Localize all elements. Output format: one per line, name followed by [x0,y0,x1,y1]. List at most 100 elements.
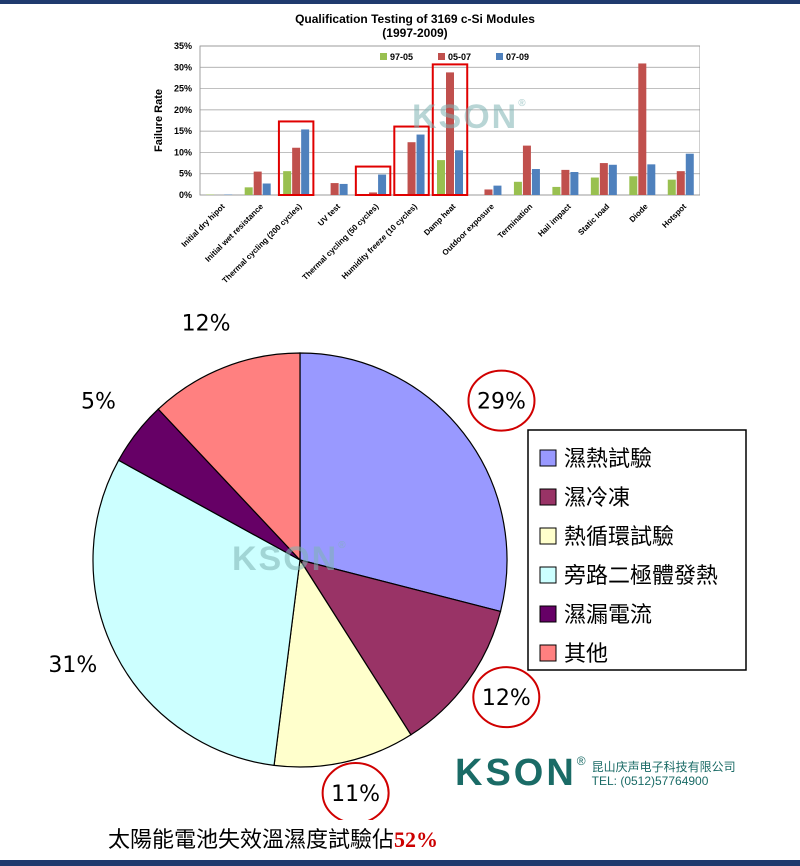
legend-swatch [380,53,387,60]
bar-07-09 [647,164,656,195]
highlight-box [277,120,315,196]
legend-swatch [539,605,557,623]
bar-05-07 [292,147,301,195]
caption-text: 太陽能電池失效溫濕度試驗佔 [108,827,395,852]
bar-05-07 [522,145,531,195]
bar-97-05 [552,186,561,195]
bar-97-05 [437,160,445,195]
y-tick-label: 35% [174,41,192,51]
logo-mark: KSON [455,752,577,794]
legend-label: 05-07 [448,52,471,62]
legend-label: 濕漏電流 [564,603,652,628]
company-logo: KSON ® 昆山庆声电子科技有限公司 TEL: (0512)57764900 [455,752,736,795]
bar-07-09 [685,153,694,195]
label-circle [321,762,390,820]
bar-97-05 [244,187,253,195]
slice-label: 29% [477,390,526,415]
pie-slice [157,352,301,562]
bar-05-07 [253,171,262,195]
legend-label: 旁路二極體發熱 [564,564,718,589]
chart-subtitle: (1997-2009) [382,26,447,40]
bar-05-07 [676,171,685,195]
highlight-box [393,125,430,196]
company-tel: TEL: (0512)57764900 [591,773,709,788]
x-tick-label: Humidity freeze (10 cycles) [340,202,419,281]
y-tick-label: 20% [174,105,192,115]
legend-swatch [539,449,557,467]
chart-title: Qualification Testing of 3169 c-Si Modul… [295,12,535,26]
watermark-text: KSON [412,98,519,136]
highlight-box [354,165,392,197]
x-tick-label: Thermal cycling (50 cycles) [301,202,381,282]
pie-slice [299,352,508,613]
bar-05-07 [330,183,339,195]
bar-97-05 [629,176,638,195]
bar-05-07 [369,192,378,195]
legend-label: 濕冷凍 [564,486,630,511]
bar-07-09 [608,164,617,195]
x-tick-label: UV test [316,202,342,228]
pie-slice [273,558,412,768]
y-tick-label: 30% [174,62,192,72]
slice-label: 11% [331,782,380,807]
x-tick-label: Damp heat [422,202,458,238]
watermark-reg: ® [518,98,528,109]
bar-97-05 [513,181,522,195]
label-circle [467,369,536,432]
legend-label: 濕熱試驗 [564,447,652,472]
watermark-logo-pie: KSON® [232,540,348,579]
legend-label: 97-05 [390,52,413,62]
pie-slice [92,459,301,767]
bottom-border-band [0,860,800,866]
legend-swatch [496,53,503,60]
legend-swatch [539,488,557,506]
legend-swatch [539,566,557,584]
bar-07-09 [301,129,310,195]
legend-label: 其他 [564,642,608,667]
watermark-text: KSON [232,540,339,578]
bar-07-09 [493,185,502,195]
label-circle [472,666,541,729]
y-axis-label: Failure Rate [153,89,165,152]
slice-label: 12% [182,311,231,336]
bar-07-09 [262,183,271,195]
highlight-box [431,63,469,196]
legend-swatch [539,644,557,662]
pie-slice [298,559,502,736]
company-info: 昆山庆声电子科技有限公司 TEL: (0512)57764900 [592,760,736,788]
y-tick-label: 5% [179,169,192,179]
x-tick-label: Hotspot [660,202,688,230]
watermark-logo: KSON® [412,98,528,137]
slice-label: 12% [482,686,531,711]
pie-legend-box [527,429,747,671]
company-name: 昆山庆声电子科技有限公司 [591,759,736,774]
bar-07-09 [416,134,425,195]
bar-97-05 [590,177,599,195]
x-tick-label: Thermal cycling (200 cycles) [220,202,303,285]
legend-swatch [539,527,557,545]
top-border-band [0,0,800,4]
bar-05-07 [446,72,454,195]
y-tick-label: 0% [179,190,192,200]
caption-percent: 52% [394,827,439,852]
bar-05-07 [599,163,608,195]
caption: 太陽能電池失效溫濕度試驗佔52% [108,822,438,854]
bar-07-09 [570,172,579,195]
logo-reg: ® [576,754,586,768]
bar-05-07 [484,189,493,195]
x-tick-label: Termination [496,202,534,240]
bar-07-09 [531,169,540,195]
x-tick-label: Diode [628,202,650,224]
y-tick-label: 25% [174,84,192,94]
slice-label: 31% [48,653,97,678]
bar-97-05 [667,179,676,195]
failure-rate-bar-chart: Qualification Testing of 3169 c-Si Modul… [153,12,700,285]
bar-05-07 [561,169,570,195]
bar-07-09 [378,174,387,195]
legend-label: 07-09 [506,52,529,62]
slice-label: 5% [81,390,116,415]
y-tick-label: 15% [174,126,192,136]
bar-07-09 [339,183,348,195]
bar-97-05 [283,171,292,195]
failure-pie-chart: 29% 12% 11% 31% 5% 12% 濕熱試驗濕冷凍熱循環試驗旁路二極體發熱濕漏電流… [48,311,747,820]
